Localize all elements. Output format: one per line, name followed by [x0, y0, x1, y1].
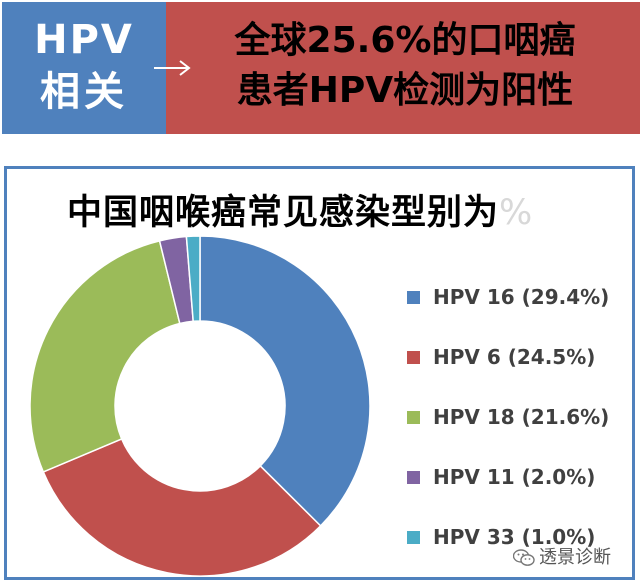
header-right-block: 全球25.6%的口咽癌 患者HPV检测为阳性 — [166, 2, 640, 134]
legend-item: HPV 18 (21.6%) — [407, 403, 632, 431]
header-right-line1: 全球25.6%的口咽癌 — [234, 20, 576, 61]
donut-chart — [29, 235, 371, 577]
watermark-text: 透景诊断 — [539, 547, 611, 568]
header-banner: HPV 相关 全球25.6%的口咽癌 患者HPV检测为阳性 — [0, 0, 641, 136]
legend-swatch — [407, 411, 420, 424]
chart-title: 中国咽喉癌常见感染型别为% — [67, 191, 587, 235]
legend-swatch — [407, 351, 420, 364]
donut-slice — [185, 235, 201, 323]
legend-item: HPV 6 (24.5%) — [407, 343, 632, 371]
donut-slice — [199, 235, 371, 527]
legend-swatch — [407, 471, 420, 484]
header-right-line2: 患者HPV检测为阳性 — [236, 70, 574, 111]
chart-panel: 中国咽喉癌常见感染型别为% HPV 16 (29.4%) HPV 6 (24.5%… — [4, 166, 635, 580]
header-left-block: HPV 相关 — [2, 2, 166, 134]
legend-item: HPV 33 (1.0%) — [407, 523, 632, 551]
watermark: 透景诊断 — [513, 543, 611, 573]
arrow-right-icon — [154, 60, 191, 76]
header-left-line1: HPV — [34, 17, 134, 63]
legend-label: HPV 18 (21.6%) — [433, 405, 610, 429]
header-left-line2: 相关 — [40, 69, 128, 115]
donut-slice — [29, 239, 181, 473]
chart-title-text: 中国咽喉癌常见感染型别为 — [67, 193, 500, 233]
legend-swatch — [407, 531, 420, 544]
donut-slice — [42, 437, 322, 577]
legend-label: HPV 6 (24.5%) — [433, 345, 596, 369]
legend-label: HPV 16 (29.4%) — [433, 285, 610, 309]
legend-item: HPV 11 (2.0%) — [407, 463, 632, 491]
legend-item: HPV 16 (29.4%) — [407, 283, 632, 311]
legend-label: HPV 11 (2.0%) — [433, 465, 596, 489]
legend-label: HPV 33 (1.0%) — [433, 525, 596, 549]
wechat-icon — [513, 549, 535, 566]
chart-title-suffix: % — [499, 193, 534, 233]
legend-swatch — [407, 291, 420, 304]
